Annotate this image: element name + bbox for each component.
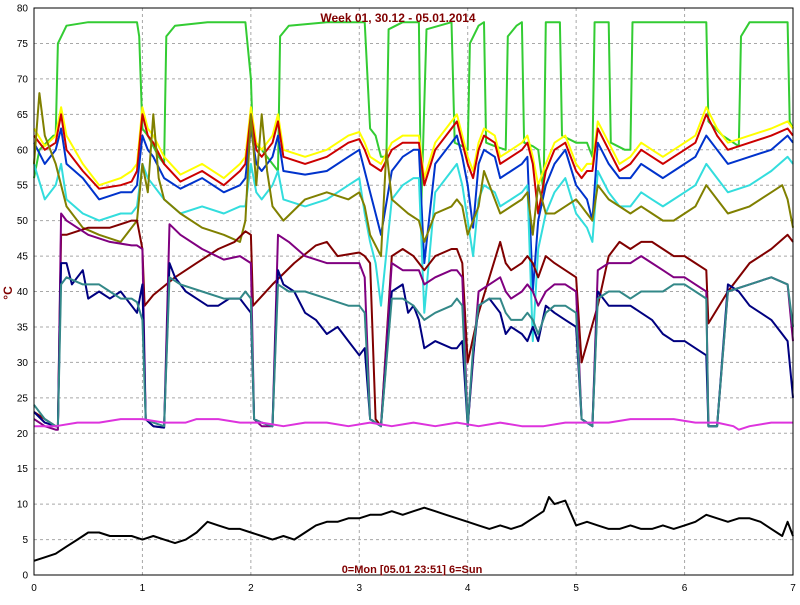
series-line-11 bbox=[34, 418, 793, 431]
y-tick-label: 65 bbox=[17, 110, 29, 121]
series-line-5 bbox=[33, 155, 794, 343]
x-tick-label: 1 bbox=[140, 583, 146, 594]
y-tick-label: 5 bbox=[22, 535, 28, 546]
y-tick-label: 20 bbox=[17, 429, 29, 440]
series-line-6 bbox=[33, 92, 794, 258]
series-line-4 bbox=[33, 127, 794, 293]
y-tick-label: 70 bbox=[17, 74, 29, 85]
x-tick-label: 6 bbox=[682, 583, 688, 594]
y-tick-label: 45 bbox=[17, 252, 29, 263]
x-tick-label: 2 bbox=[248, 583, 254, 594]
y-tick-label: 75 bbox=[17, 39, 29, 50]
series-line-7 bbox=[33, 219, 794, 428]
series-line-2 bbox=[33, 106, 794, 187]
x-tick-label: 4 bbox=[465, 583, 471, 594]
y-axis-label: °C bbox=[1, 286, 15, 300]
y-tick-label: 60 bbox=[17, 145, 29, 156]
y-tick-label: 10 bbox=[17, 500, 29, 511]
x-tick-label: 3 bbox=[357, 583, 363, 594]
y-axis-ticks: 0 5 10 15 20 25 30 35 40 45 50 55 60 65 70 75 80 bbox=[17, 4, 29, 582]
x-tick-label: 7 bbox=[790, 583, 796, 594]
x-axis-ticks: 0 1 2 3 4 5 6 7 bbox=[31, 583, 796, 594]
y-tick-label: 55 bbox=[17, 181, 29, 192]
y-tick-label: 40 bbox=[17, 287, 29, 298]
x-tick-label: 0 bbox=[31, 583, 37, 594]
series-line-3 bbox=[33, 113, 794, 215]
y-tick-label: 80 bbox=[17, 4, 29, 15]
y-tick-label: 15 bbox=[17, 464, 29, 475]
plot-area-frame bbox=[33, 7, 794, 576]
y-tick-label: 50 bbox=[17, 216, 29, 227]
y-tick-label: 30 bbox=[17, 358, 29, 369]
chart-footer-legend: 0=Mon [05.01 23:51] 6=Sun bbox=[342, 564, 483, 576]
chart-title: Week 01, 30.12 - 05.01.2014 bbox=[320, 11, 476, 25]
x-tick-label: 5 bbox=[573, 583, 579, 594]
series-line-12 bbox=[33, 496, 794, 562]
y-tick-label: 25 bbox=[17, 393, 29, 404]
y-tick-label: 0 bbox=[22, 571, 28, 582]
y-tick-label: 35 bbox=[17, 322, 29, 333]
series-lines bbox=[33, 21, 794, 562]
